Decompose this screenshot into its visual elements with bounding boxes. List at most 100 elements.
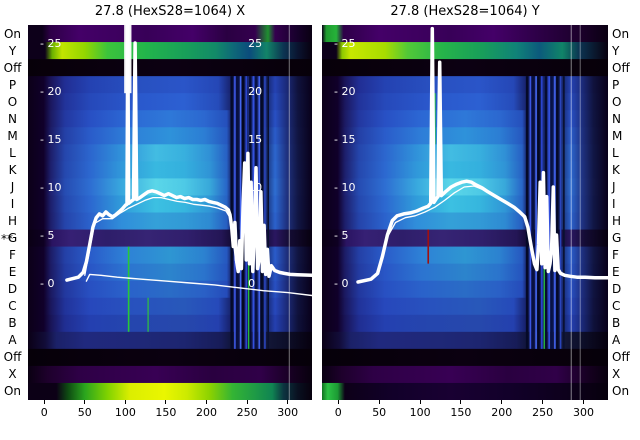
heatmap-panel-left: - 25 - 20 - 15 - 10 - 5 - 0 25 20 15 10 5 0: [28, 25, 312, 400]
white-trace-1: [84, 196, 239, 276]
row-label-right-7: L: [612, 145, 619, 160]
heatmap-row-o-4: [28, 93, 312, 111]
row-label-right-17: B: [612, 316, 621, 331]
row-label-right-3: P: [612, 77, 620, 92]
row-label-right-20: X: [612, 367, 621, 382]
y-tick-label: - 10: [40, 181, 61, 194]
heatmap-row-off-2: [322, 59, 608, 77]
row-label-right-16: C: [612, 299, 621, 314]
heatmap-row-on-21: [322, 382, 608, 400]
x-tick-label: 50: [372, 406, 387, 419]
y-tick-label: - 15: [334, 133, 355, 146]
y-tick-label-inner: 15: [248, 133, 262, 146]
heatmap-vertical-stripe: [147, 297, 149, 332]
heatmap-row-k-8: [322, 161, 608, 180]
y-tick-label: - 5: [334, 229, 348, 242]
heatmap-row-on-0: [322, 25, 608, 43]
row-label-left-3: P: [8, 77, 17, 92]
heatmap-row-h-11: [28, 212, 312, 231]
heatmap-row-g-12: [28, 229, 312, 248]
heatmap-vertical-stripe: [525, 76, 529, 349]
row-label-left-13: F: [9, 248, 16, 263]
row-label-right-14: E: [612, 265, 620, 280]
heatmap-row-i-10: [322, 195, 608, 214]
x-tick-mark: [43, 400, 45, 404]
x-tick-mark: [460, 400, 462, 404]
x-tick-label: 100: [114, 406, 136, 419]
row-label-right-21: On: [612, 384, 630, 399]
row-label-left-19: Off: [3, 350, 22, 365]
y-tick-label: - 5: [40, 229, 54, 242]
heatmap-row-k-8: [28, 161, 312, 180]
y-tick-label-inner: 0: [248, 277, 255, 290]
row-label-right-10: I: [612, 196, 616, 211]
y-tick-label: - 25: [334, 37, 355, 50]
heatmap-row-f-13: [322, 246, 608, 265]
x-tick-mark: [583, 400, 584, 404]
x-tick-mark: [542, 400, 544, 404]
y-tick-label: - 25: [40, 37, 61, 50]
row-label-right-19: Off: [612, 350, 630, 365]
row-label-right-8: K: [612, 162, 620, 177]
heatmap-row-off-19: [322, 348, 608, 367]
x-tick-label: 50: [77, 406, 92, 419]
heatmap-vertical-stripe: [556, 76, 559, 349]
y-tick-label: - 10: [334, 181, 355, 194]
row-label-right-12: G: [612, 231, 622, 246]
heatmap-vertical-stripe: [559, 76, 562, 349]
heatmap-row-p-3: [28, 76, 312, 94]
row-label-left-17: B: [8, 316, 17, 331]
row-label-left-11: H: [7, 214, 18, 229]
x-tick-label: 100: [409, 406, 431, 419]
x-tick-label: 150: [450, 406, 472, 419]
y-tick-label: - 20: [334, 85, 355, 98]
x-tick-mark: [84, 400, 86, 404]
row-label-right-9: J: [612, 179, 616, 194]
y-tick-label: - 15: [40, 133, 61, 146]
row-label-left-0: On: [3, 26, 22, 41]
y-tick-label-inner: 25: [248, 37, 262, 50]
heatmap-row-a-18: [28, 331, 312, 350]
x-tick-mark: [337, 400, 339, 404]
row-label-left-20: X: [8, 367, 17, 382]
heatmap-row-c-16: [28, 297, 312, 316]
row-label-right-2: Off: [612, 60, 630, 75]
heatmap-vertical-stripe: [427, 229, 430, 264]
heatmap-row-y-1: [322, 42, 608, 60]
x-tick-label: 300: [573, 406, 594, 419]
heatmap-row-p-3: [322, 76, 608, 94]
heatmap-row-off-19: [28, 348, 312, 367]
x-tick-mark: [124, 400, 126, 404]
heatmap-row-on-0: [28, 25, 312, 43]
row-label-left-16: C: [8, 299, 17, 314]
row-label-right-11: H: [612, 214, 622, 229]
heatmap-panel-right: - 25 - 20 - 15 - 10 - 5 - 0: [322, 25, 608, 400]
heatmap-vertical-stripe: [288, 25, 290, 400]
y-tick-label-inner: 20: [248, 85, 262, 98]
heatmap-row-b-17: [28, 314, 312, 333]
y-tick-label: - 0: [40, 277, 54, 290]
heatmap-vertical-stripe: [236, 76, 239, 349]
heatmap-vertical-stripe: [531, 76, 535, 349]
heatmap-row-n-5: [28, 110, 312, 128]
heatmap-vertical-stripe: [264, 76, 266, 349]
heatmap-vertical-stripe: [579, 25, 581, 400]
row-label-right-6: M: [612, 128, 623, 143]
heatmap-row-g-12: [322, 229, 608, 248]
special-marker: **: [1, 232, 13, 247]
heatmap-vertical-stripe: [230, 76, 233, 349]
row-label-right-1: Y: [612, 43, 620, 58]
right-panel-title: 27.8 (HexS28=1064) Y: [390, 4, 540, 19]
row-label-left-5: N: [8, 111, 17, 126]
x-tick-mark: [246, 400, 248, 404]
row-label-left-2: Off: [3, 60, 22, 75]
x-tick-mark: [378, 400, 380, 404]
heatmap-vertical-stripe: [535, 76, 537, 349]
y-tick-label: - 0: [334, 277, 348, 290]
row-label-right-13: F: [612, 248, 619, 263]
row-label-right-0: On: [612, 26, 630, 41]
heatmap-row-l-7: [28, 144, 312, 162]
heatmap-row-on-21: [28, 382, 312, 400]
row-label-left-8: K: [8, 162, 17, 177]
heatmap-row-m-6: [28, 127, 312, 145]
